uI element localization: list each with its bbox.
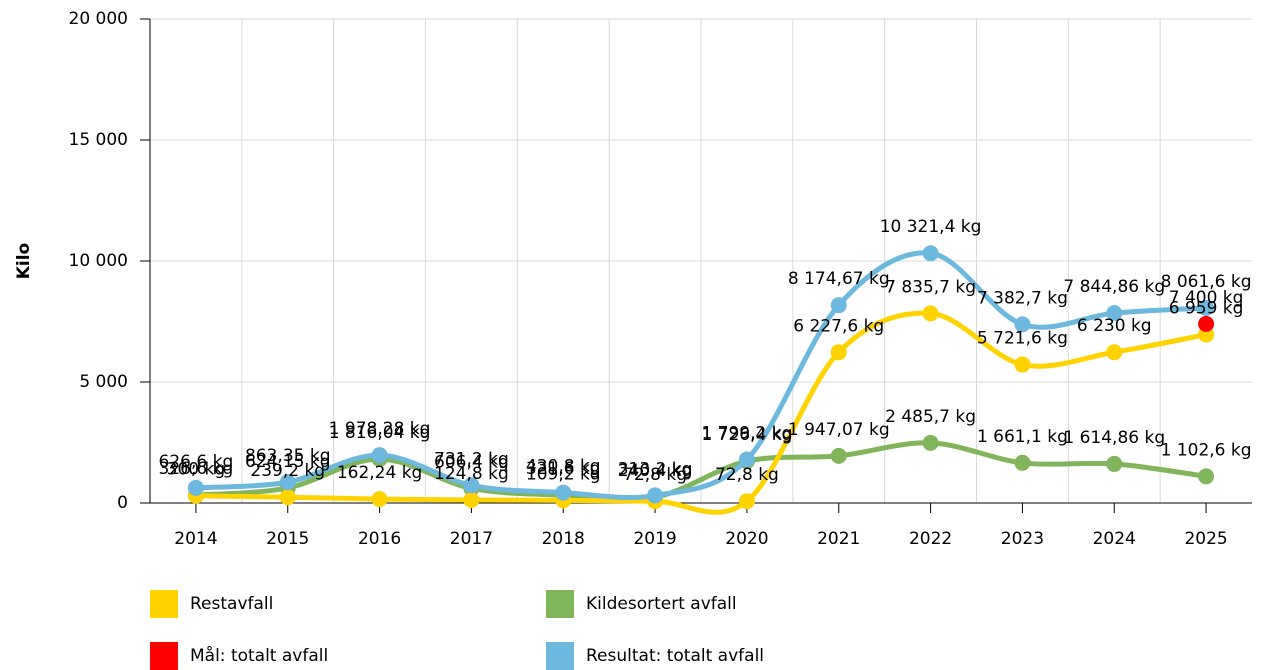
data-label: 124,8 kg <box>434 464 509 484</box>
x-tick-label: 2015 <box>266 529 309 549</box>
data-point <box>1198 315 1215 332</box>
data-label: 2 485,7 kg <box>885 407 976 427</box>
data-label: 7 844,86 kg <box>1063 277 1165 297</box>
legend-swatch <box>546 590 574 618</box>
x-tick-label: 2021 <box>817 529 860 549</box>
data-point <box>555 484 572 501</box>
data-point <box>279 474 296 491</box>
data-label: 8 174,67 kg <box>788 269 890 289</box>
y-axis-label: Kilo <box>14 243 34 280</box>
data-label: 606,4 kg <box>434 452 509 472</box>
data-label: 6 959 kg <box>1169 299 1244 319</box>
data-label: 313,2 kg <box>618 459 693 479</box>
data-point <box>371 447 388 464</box>
data-point <box>279 489 296 506</box>
data-point <box>738 493 755 510</box>
y-tick-label: 15 000 <box>69 130 128 150</box>
x-tick-label: 2019 <box>633 529 676 549</box>
data-label: 239,2 kg <box>250 461 325 481</box>
data-label: 5 721,6 kg <box>977 329 1068 349</box>
data-point <box>922 434 939 451</box>
data-point <box>830 447 847 464</box>
data-point <box>647 487 664 504</box>
data-point <box>922 305 939 322</box>
data-point <box>463 477 480 494</box>
data-label: 1 726,4 kg <box>701 425 792 445</box>
data-point <box>1106 455 1123 472</box>
data-point <box>830 344 847 361</box>
x-tick-label: 2024 <box>1093 529 1136 549</box>
data-label: 1 978,28 kg <box>329 419 431 439</box>
data-point <box>830 297 847 314</box>
y-tick-label: 5 000 <box>79 372 128 392</box>
data-label: 6 227,6 kg <box>793 316 884 336</box>
data-point <box>463 491 480 508</box>
legend-swatch <box>150 590 178 618</box>
x-tick-label: 2018 <box>542 529 585 549</box>
data-point <box>1106 305 1123 322</box>
data-point <box>1014 454 1031 471</box>
data-label: 731,2 kg <box>434 449 509 469</box>
data-label: 10 321,4 kg <box>880 217 982 237</box>
y-tick-label: 10 000 <box>69 251 128 271</box>
data-label: 1 816,04 kg <box>329 423 431 443</box>
y-tick-label: 20 000 <box>69 9 128 29</box>
data-label: 626,6 kg <box>159 452 234 472</box>
legend-swatch <box>546 642 574 670</box>
data-label: 326,6 kg <box>159 459 234 479</box>
data-label: 1 102,6 kg <box>1161 440 1252 460</box>
x-tick-label: 2016 <box>358 529 401 549</box>
data-label: 624,15 kg <box>245 452 331 472</box>
data-point <box>187 479 204 496</box>
data-point <box>1198 468 1215 485</box>
data-point <box>922 245 939 262</box>
data-point <box>1014 316 1031 333</box>
data-label: 1 614,86 kg <box>1063 428 1165 448</box>
data-point <box>371 491 388 508</box>
data-label: 8 061,6 kg <box>1161 272 1252 292</box>
data-label: 7 400 kg <box>1169 288 1244 308</box>
data-label: 6 230 kg <box>1077 316 1152 336</box>
x-tick-label: 2023 <box>1001 529 1044 549</box>
legend-swatch <box>150 642 178 670</box>
data-label: 430,8 kg <box>526 457 601 477</box>
data-label: 321,6 kg <box>526 459 601 479</box>
data-label: 1 661,1 kg <box>977 427 1068 447</box>
data-label: 72,8 kg <box>715 465 779 485</box>
data-label: 1 799,2 kg <box>701 423 792 443</box>
y-tick-label: 0 <box>117 493 128 513</box>
data-point <box>1014 356 1031 373</box>
x-tick-label: 2017 <box>450 529 493 549</box>
x-tick-label: 2022 <box>909 529 952 549</box>
data-label: 162,24 kg <box>337 463 423 483</box>
data-point <box>738 451 755 468</box>
data-label: 7 382,7 kg <box>977 288 1068 308</box>
data-label: 300 kg <box>167 460 226 480</box>
legend-label: Restavfall <box>190 594 273 614</box>
x-tick-label: 2020 <box>725 529 768 549</box>
legend-label: Resultat: totalt avfall <box>586 646 764 666</box>
legend-label: Mål: totalt avfall <box>190 645 328 666</box>
legend-label: Kildesortert avfall <box>586 594 737 614</box>
data-label: 240,4 kg <box>618 461 693 481</box>
data-label: 7 835,7 kg <box>885 277 976 297</box>
data-label: 72,8 kg <box>623 465 687 485</box>
data-label: 109,2 kg <box>526 464 601 484</box>
x-tick-label: 2025 <box>1184 529 1227 549</box>
data-label: 863,35 kg <box>245 446 331 466</box>
data-label: 1 947,07 kg <box>788 420 890 440</box>
data-point <box>1106 344 1123 361</box>
data-point <box>1198 299 1215 316</box>
x-tick-label: 2014 <box>174 529 217 549</box>
